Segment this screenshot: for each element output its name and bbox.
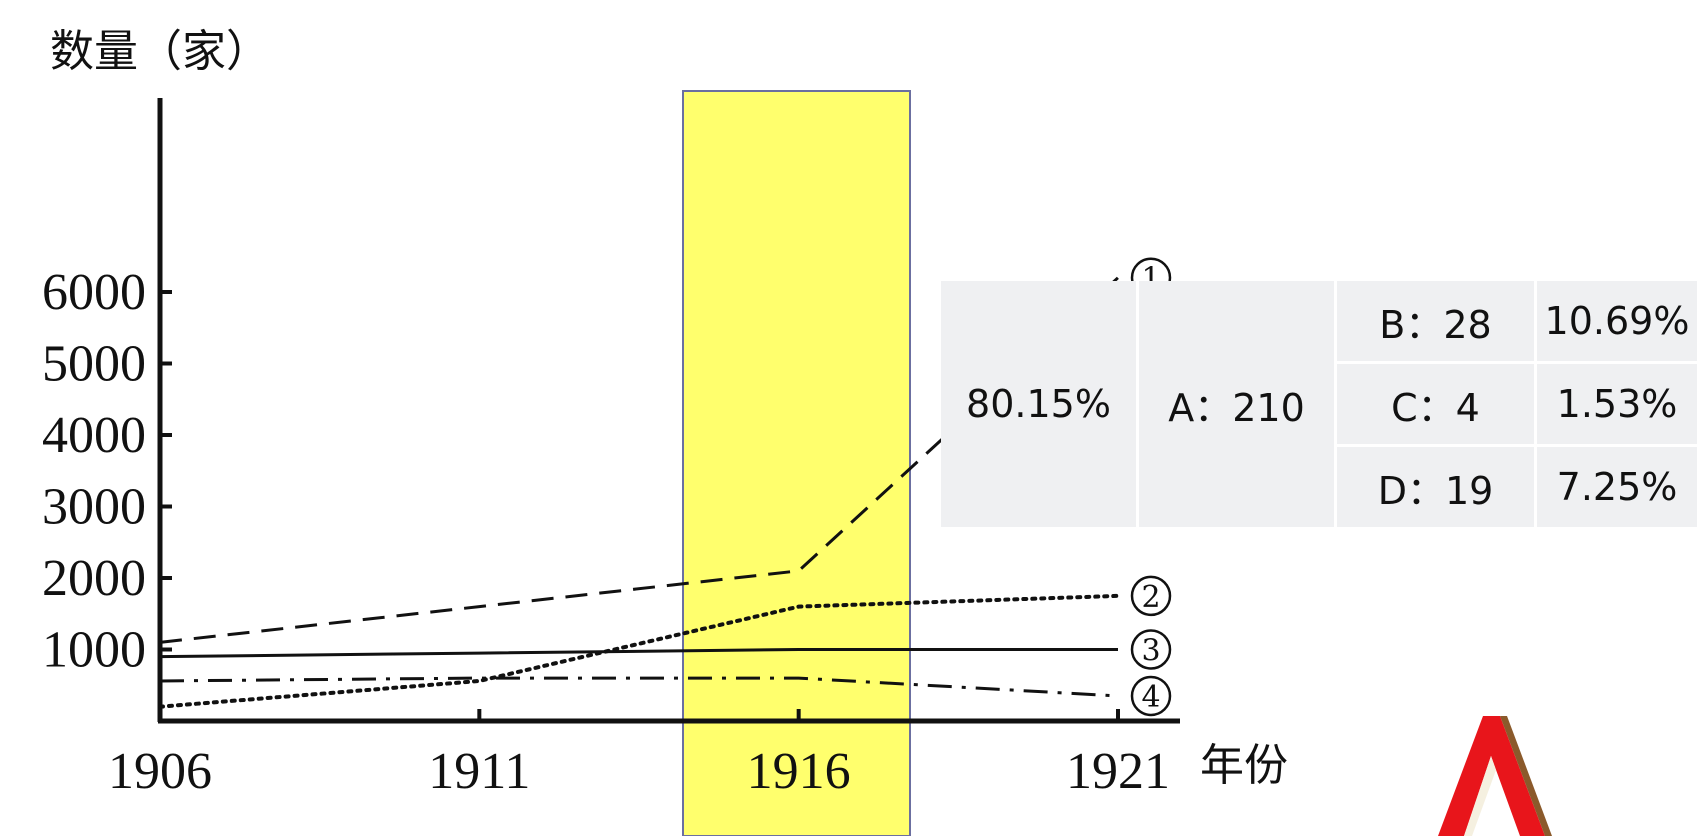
- series-label: 2: [1141, 580, 1160, 615]
- series-label-circle: [1130, 629, 1172, 670]
- highlight-band-1916: [682, 90, 911, 836]
- y-tick-label: 3000: [42, 479, 146, 536]
- x-axis-title: 年份: [1200, 740, 1288, 791]
- y-tick-label: 1000: [42, 622, 146, 679]
- series-label: 3: [1141, 634, 1160, 669]
- series-label-circle: [1130, 575, 1172, 617]
- y-tick-label: 6000: [42, 264, 146, 321]
- y-axis-title: 数量（家）: [50, 26, 270, 77]
- category-c-pct: 1.53%: [1537, 364, 1700, 447]
- series-line-2: [158, 593, 1120, 709]
- category-b-cell: B：28: [1337, 281, 1537, 364]
- x-tick-label: 1916: [747, 743, 851, 800]
- red-a-logo-icon: [1438, 716, 1552, 836]
- series-label-circle: [1130, 675, 1172, 717]
- share-cell: 80.15%: [941, 281, 1139, 530]
- category-c-cell: C：4: [1337, 364, 1537, 447]
- category-b-pct: 10.69%: [1537, 281, 1700, 364]
- y-tick-label: 2000: [42, 550, 146, 607]
- x-tick-label: 1921: [1066, 743, 1170, 800]
- x-tick-label: 1906: [108, 743, 212, 800]
- series-label: 4: [1141, 680, 1160, 715]
- series-line-4: [159, 676, 1119, 698]
- x-tick-label: 1911: [428, 743, 530, 800]
- series-line-3: [159, 648, 1118, 659]
- category-d-cell: D：19: [1337, 447, 1537, 530]
- y-tick-label: 5000: [42, 336, 146, 393]
- y-tick-label: 4000: [42, 407, 146, 464]
- category-d-pct: 7.25%: [1537, 447, 1700, 530]
- category-a-cell: A：210: [1139, 281, 1337, 530]
- stats-table: 80.15% A：210 B：28 10.69% C：4 1.53% D：19 …: [941, 281, 1700, 530]
